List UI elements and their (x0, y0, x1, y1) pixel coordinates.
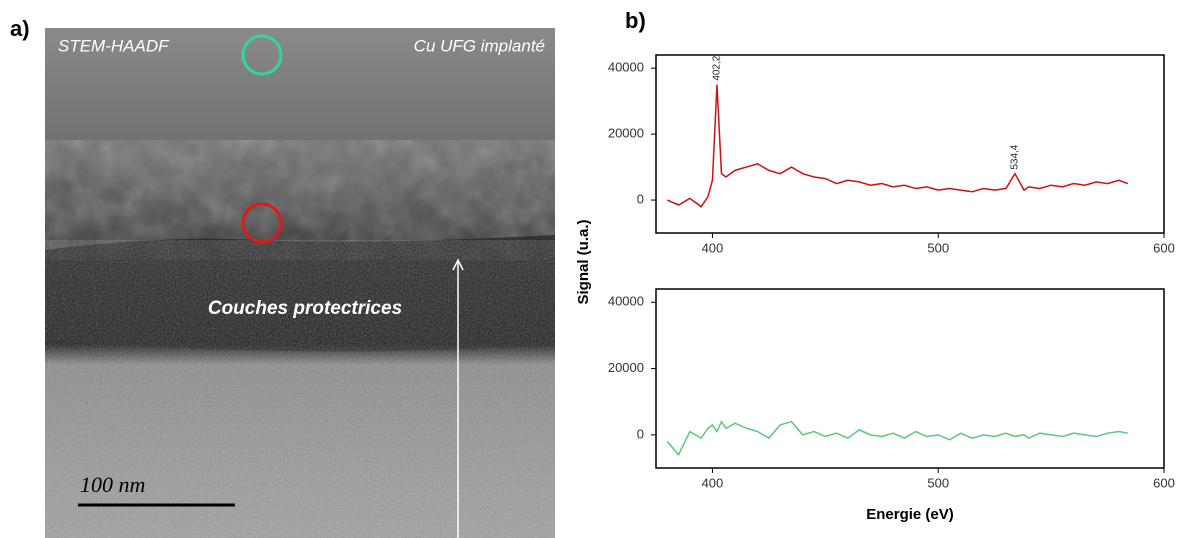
spectrum-line (666, 420, 1129, 457)
peak-annotation: 534,4 (1010, 144, 1021, 169)
layer-label: Couches protectrices (208, 298, 402, 319)
plot-frame (655, 54, 1165, 234)
stem-image (45, 28, 555, 538)
y-tick-label: 20000 (608, 126, 644, 141)
panel-label: b) (625, 8, 646, 33)
y-tick-label: 0 (637, 426, 644, 441)
x-tick-label: 500 (927, 240, 949, 255)
x-tick-label: 600 (1153, 240, 1175, 255)
plot-frame (655, 288, 1165, 469)
technique-label: STEM-HAADF (58, 36, 170, 55)
spectrum-line (666, 84, 1129, 208)
x-tick-label: 400 (702, 475, 724, 490)
y-axis-label: Signal (u.a.) (575, 219, 592, 304)
y-tick-label: 0 (637, 191, 644, 206)
peak-annotation: 402,2 (712, 55, 723, 80)
y-tick-label: 40000 (608, 294, 644, 309)
x-tick-label: 500 (927, 475, 949, 490)
x-tick-label: 400 (702, 240, 724, 255)
x-axis-label: Energie (eV) (866, 506, 954, 523)
sample-label: Cu UFG implanté (414, 36, 545, 55)
x-tick-label: 600 (1153, 475, 1175, 490)
scale-bar-label: 100 nm (80, 472, 145, 497)
y-tick-label: 20000 (608, 360, 644, 375)
panel-label: a) (10, 16, 30, 41)
y-tick-label: 40000 (608, 60, 644, 75)
